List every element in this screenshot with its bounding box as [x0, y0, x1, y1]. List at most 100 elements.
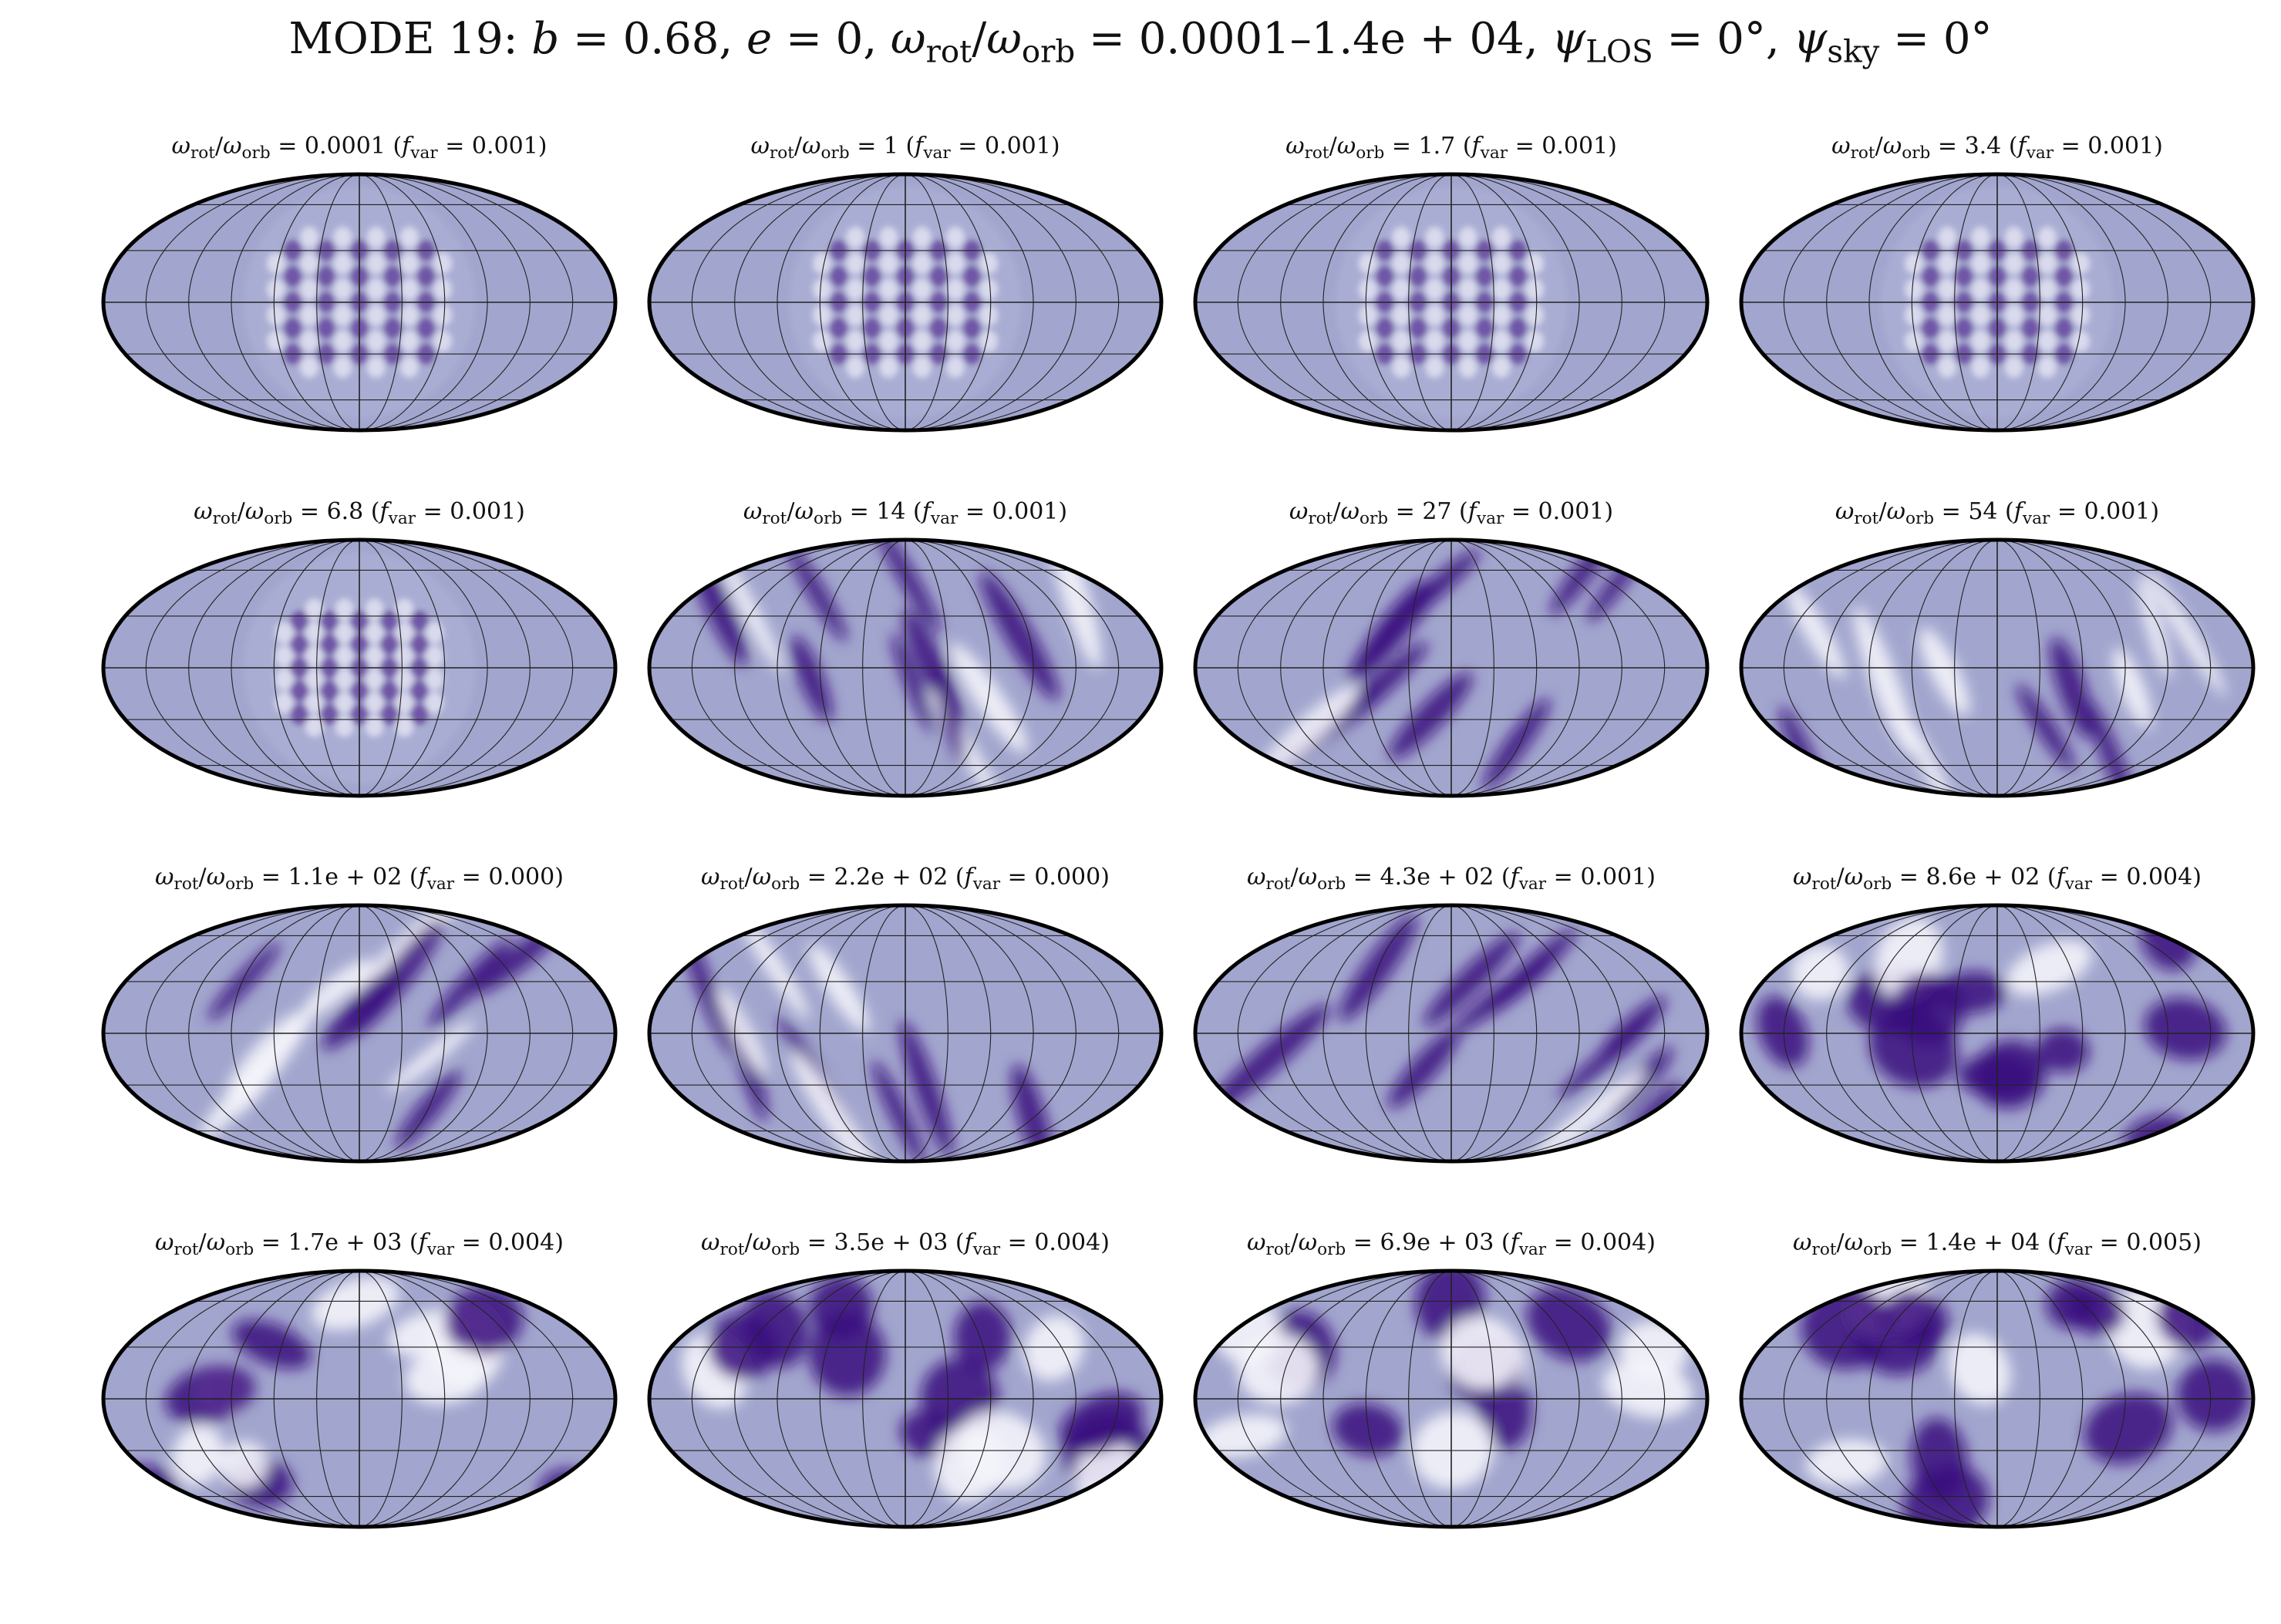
light-feature	[950, 643, 1028, 753]
panel-fvar: 0.001	[471, 133, 538, 160]
dark-feature	[1757, 996, 1809, 1067]
map-outline	[1739, 172, 2256, 433]
panel-fvar: 0.000	[488, 864, 555, 891]
panel-title: ωrot/ωorb = 0.0001 (fvar = 0.001)	[171, 133, 548, 163]
panel-ratio: 6.8	[326, 498, 364, 525]
mollweide-map	[101, 903, 618, 1164]
panel-title: ωrot/ωorb = 3.4 (fvar = 0.001)	[1831, 133, 2163, 163]
dark-feature	[1346, 579, 1426, 684]
panel-fvar: 0.001	[1538, 498, 1605, 525]
panel-fvar: 0.004	[1034, 1229, 1101, 1256]
map-outline	[1193, 1269, 1710, 1529]
dark-feature	[874, 540, 941, 633]
map-panel: ωrot/ωorb = 2.2e + 02 (fvar = 0.000)	[634, 864, 1177, 1172]
light-feature	[405, 1346, 489, 1405]
mollweide-map	[647, 537, 1164, 798]
light-feature	[1440, 1316, 1521, 1390]
dark-feature	[2087, 699, 2142, 796]
panel-title: ωrot/ωorb = 4.3e + 02 (fvar = 0.001)	[1247, 864, 1656, 895]
map-panel: ωrot/ωorb = 1.4e + 04 (fvar = 0.005)	[1726, 1229, 2269, 1538]
mollweide-map	[1739, 537, 2256, 798]
mollweide-map	[647, 172, 1164, 433]
panel-ratio: 3.4	[1964, 133, 2002, 160]
mollweide-map	[647, 903, 1164, 1164]
light-feature	[2146, 569, 2226, 696]
map-panel: ωrot/ωorb = 8.6e + 02 (fvar = 0.004)	[1726, 864, 2269, 1172]
panel-title: ωrot/ωorb = 1.4e + 04 (fvar = 0.005)	[1793, 1229, 2202, 1260]
panel-ratio: 0.0001	[304, 133, 386, 160]
map-panel: ωrot/ωorb = 1.7e + 03 (fvar = 0.004)	[88, 1229, 631, 1538]
dark-feature	[934, 665, 965, 765]
map-outline	[101, 903, 618, 1164]
panel-fvar: 0.004	[1580, 1229, 1647, 1256]
dark-feature	[1452, 955, 1556, 1033]
map-outline	[1739, 903, 2256, 1164]
dark-feature	[2037, 1028, 2090, 1073]
map-panel: ωrot/ωorb = 54 (fvar = 0.001)	[1726, 498, 2269, 807]
map-outline	[647, 903, 1164, 1164]
panel-ratio: 14	[876, 498, 906, 525]
panel-ratio: 8.6e + 02	[1926, 864, 2040, 891]
light-feature	[198, 1050, 281, 1141]
panel-title: ωrot/ωorb = 3.5e + 03 (fvar = 0.004)	[701, 1229, 1110, 1260]
map-outline	[1193, 903, 1710, 1164]
dark-feature	[1526, 1287, 1612, 1361]
dark-feature	[1557, 1016, 1656, 1099]
dark-feature	[1388, 1028, 1461, 1109]
map-outline	[1739, 1269, 2256, 1529]
dark-feature	[1482, 698, 1551, 790]
panel-title: ωrot/ωorb = 6.9e + 03 (fvar = 0.004)	[1247, 1229, 1656, 1260]
map-panel: ωrot/ωorb = 1.1e + 02 (fvar = 0.000)	[88, 864, 631, 1172]
title-psi-sky: 0°	[1942, 14, 1993, 64]
mollweide-map	[101, 537, 618, 798]
panel-fvar: 0.001	[2087, 133, 2155, 160]
map-outline	[101, 537, 618, 798]
mollweide-map	[101, 1269, 618, 1529]
map-outline	[101, 1269, 618, 1529]
light-feature	[311, 1276, 399, 1331]
map-panel: ωrot/ωorb = 4.3e + 02 (fvar = 0.001)	[1180, 864, 1723, 1172]
light-feature	[1198, 1414, 1287, 1458]
light-feature	[302, 959, 372, 1017]
dark-feature	[2084, 1393, 2173, 1464]
map-outline	[647, 172, 1164, 433]
light-feature	[1948, 1333, 2011, 1405]
panel-title: ωrot/ωorb = 27 (fvar = 0.001)	[1289, 498, 1614, 529]
dark-feature	[349, 918, 444, 1037]
light-feature	[1853, 606, 1915, 756]
dark-feature	[1333, 1403, 1403, 1456]
map-panel: ωrot/ωorb = 6.9e + 03 (fvar = 0.004)	[1180, 1229, 1723, 1538]
panel-fvar: 0.001	[1580, 864, 1647, 891]
mollweide-map	[1193, 1269, 1710, 1529]
map-outline	[1193, 172, 1710, 433]
title-mode: MODE 19:	[288, 14, 518, 64]
dark-feature	[1423, 932, 1520, 1026]
panel-fvar: 0.001	[450, 498, 517, 525]
map-outline	[647, 537, 1164, 798]
panel-ratio: 1.1e + 02	[288, 864, 403, 891]
mollweide-map	[1739, 172, 2256, 433]
figure-title: MODE 19: b = 0.68, e = 0, ωrot/ωorb = 0.…	[288, 14, 1993, 70]
panel-ratio: 2.2e + 02	[834, 864, 948, 891]
light-feature	[171, 1424, 224, 1486]
dark-feature	[787, 544, 847, 642]
map-panel: ωrot/ωorb = 0.0001 (fvar = 0.001)	[88, 133, 631, 441]
panel-ratio: 6.9e + 03	[1380, 1229, 1494, 1256]
dark-feature	[2066, 1285, 2126, 1336]
panel-fvar: 0.001	[2084, 498, 2151, 525]
light-feature	[219, 1440, 268, 1488]
title-b: 0.68	[622, 14, 719, 64]
title-psi-los: 0°	[1717, 14, 1766, 64]
map-panel: ωrot/ωorb = 6.8 (fvar = 0.001)	[88, 498, 631, 807]
map-panel: ωrot/ωorb = 1.7 (fvar = 0.001)	[1180, 133, 1723, 441]
panel-fvar: 0.005	[2126, 1229, 2193, 1256]
panel-title: ωrot/ωorb = 2.2e + 02 (fvar = 0.000)	[701, 864, 1110, 895]
map-outline	[101, 172, 618, 433]
dark-feature	[1059, 1392, 1144, 1454]
dark-feature	[1205, 1004, 1331, 1116]
mollweide-map	[647, 1269, 1164, 1529]
panel-title: ωrot/ωorb = 54 (fvar = 0.001)	[1835, 498, 2160, 529]
light-feature	[1806, 1439, 1888, 1487]
mollweide-map	[1193, 537, 1710, 798]
map-panel: ωrot/ωorb = 27 (fvar = 0.001)	[1180, 498, 1723, 807]
